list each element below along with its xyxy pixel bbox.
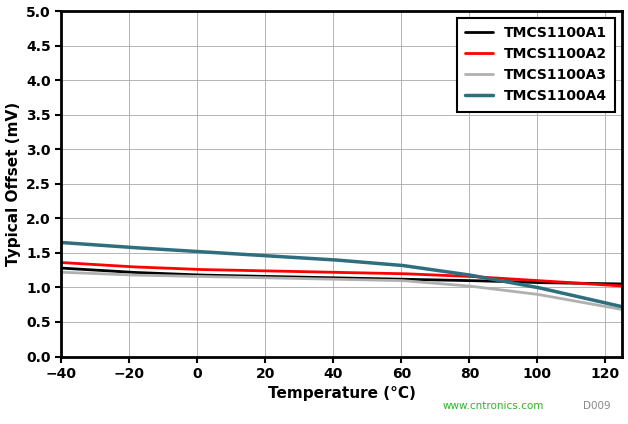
TMCS1100A2 <box>401 271 408 276</box>
TMCS1100A3 <box>392 278 399 283</box>
TMCS1100A3 <box>619 307 626 312</box>
TMCS1100A1 <box>392 276 399 282</box>
TMCS1100A2 <box>566 280 573 285</box>
Line: TMCS1100A1: TMCS1100A1 <box>62 268 622 284</box>
Legend: TMCS1100A1, TMCS1100A2, TMCS1100A3, TMCS1100A4: TMCS1100A1, TMCS1100A2, TMCS1100A3, TMCS… <box>457 18 615 112</box>
TMCS1100A1 <box>390 276 398 282</box>
TMCS1100A2 <box>390 271 398 276</box>
TMCS1100A1 <box>531 280 538 285</box>
TMCS1100A4 <box>566 292 573 297</box>
TMCS1100A3 <box>60 270 67 275</box>
TMCS1100A3 <box>531 291 538 296</box>
TMCS1100A2 <box>392 271 399 276</box>
TMCS1100A2 <box>58 260 65 265</box>
X-axis label: Temperature (°C): Temperature (°C) <box>268 387 416 402</box>
TMCS1100A4 <box>531 285 538 290</box>
TMCS1100A3 <box>58 270 65 275</box>
TMCS1100A1 <box>401 276 408 282</box>
TMCS1100A3 <box>401 278 408 283</box>
TMCS1100A4 <box>401 263 408 268</box>
TMCS1100A4 <box>390 262 398 267</box>
Line: TMCS1100A3: TMCS1100A3 <box>62 272 622 310</box>
TMCS1100A4 <box>60 240 67 245</box>
TMCS1100A2 <box>531 278 538 283</box>
TMCS1100A4 <box>58 240 65 245</box>
TMCS1100A3 <box>566 298 573 303</box>
TMCS1100A4 <box>392 262 399 268</box>
TMCS1100A3 <box>390 278 398 283</box>
Line: TMCS1100A4: TMCS1100A4 <box>62 243 622 307</box>
TMCS1100A1 <box>566 281 573 286</box>
TMCS1100A4 <box>619 304 626 310</box>
TMCS1100A1 <box>58 265 65 271</box>
Y-axis label: Typical Offset (mV): Typical Offset (mV) <box>6 102 21 266</box>
TMCS1100A1 <box>60 266 67 271</box>
TMCS1100A1 <box>619 282 626 287</box>
Line: TMCS1100A2: TMCS1100A2 <box>62 262 622 286</box>
TMCS1100A2 <box>60 260 67 265</box>
TMCS1100A2 <box>619 284 626 289</box>
Text: www.cntronics.com: www.cntronics.com <box>443 402 544 411</box>
Text: D009: D009 <box>583 402 611 411</box>
